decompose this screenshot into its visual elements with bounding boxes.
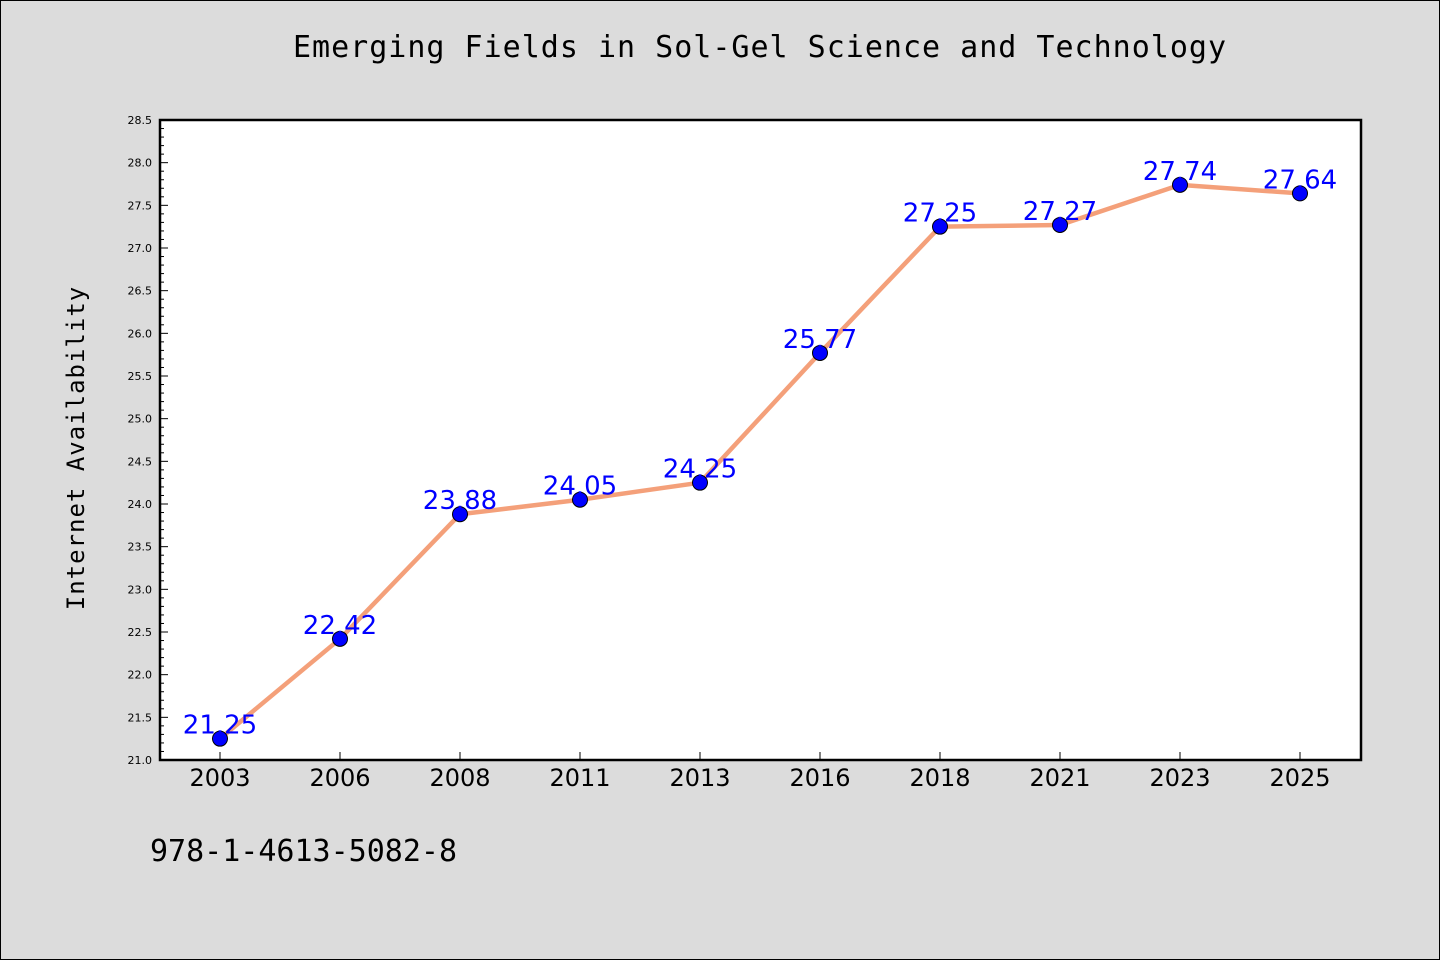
data-label: 24.05 (543, 472, 617, 502)
y-tick-label: 26.0 (128, 327, 153, 340)
x-tick-label: 2025 (1269, 764, 1330, 792)
x-tick-label: 2023 (1149, 764, 1210, 792)
data-point (452, 506, 468, 523)
data-point (1172, 176, 1188, 193)
y-tick-label: 23.0 (128, 583, 153, 596)
plot-border (158, 118, 1363, 762)
y-tick-label: 21.5 (128, 711, 153, 724)
data-label: 21.25 (183, 711, 257, 741)
y-tick-label: 28.5 (128, 114, 153, 127)
data-labels: 21.25 22.42 23.88 24.05 24.25 25.77 27.25 27.27… (183, 157, 1337, 741)
y-tick-label: 21.0 (128, 754, 153, 767)
data-point (212, 730, 228, 747)
plot-area (160, 120, 1361, 760)
series-line (218, 182, 1301, 741)
y-tick-label: 27.0 (128, 242, 153, 255)
y-tick-label: 26.5 (128, 285, 153, 298)
x-tick-label: 2003 (189, 764, 250, 792)
data-markers (212, 176, 1308, 747)
y-tick-label: 25.0 (128, 413, 153, 426)
isbn-text: 978-1-4613-5082-8 (150, 834, 458, 869)
y-tick-label: 28.0 (128, 157, 153, 170)
data-point (932, 218, 948, 235)
x-tick-label: 2018 (909, 764, 970, 792)
x-tick-label: 2011 (549, 764, 610, 792)
data-point (332, 630, 348, 647)
x-axis: 2003 2006 2008 2011 2013 2016 2018 2021 2023 2025 (189, 752, 1331, 792)
data-point (1052, 216, 1068, 233)
y-tick-label: 22.0 (128, 669, 153, 682)
data-point (692, 474, 708, 491)
data-point (1292, 185, 1308, 202)
chart-title: Emerging Fields in Sol-Gel Science and T… (292, 30, 1227, 65)
data-label: 27.74 (1143, 157, 1217, 187)
data-label: 24.25 (663, 455, 737, 485)
data-label: 22.42 (303, 611, 377, 641)
y-tick-label: 27.5 (128, 199, 153, 212)
x-tick-label: 2016 (789, 764, 850, 792)
data-label: 27.64 (1263, 165, 1337, 195)
x-tick-label: 2013 (669, 764, 730, 792)
data-point (572, 491, 588, 508)
y-axis: 21.0 21.5 22.0 22.5 23.0 23.5 24.0 24.5 25.0 25.5… (128, 114, 168, 767)
data-label: 23.88 (423, 486, 497, 516)
y-tick-label: 24.0 (128, 498, 153, 511)
x-tick-label: 2008 (429, 764, 490, 792)
data-label: 27.27 (1023, 197, 1097, 227)
y-tick-label: 23.5 (128, 541, 153, 554)
data-label: 25.77 (783, 325, 857, 355)
y-tick-label: 24.5 (128, 455, 153, 468)
data-point (812, 344, 828, 361)
x-tick-label: 2021 (1029, 764, 1090, 792)
data-label: 27.25 (903, 199, 977, 229)
y-tick-label: 22.5 (128, 626, 153, 639)
y-tick-label: 25.5 (128, 370, 153, 383)
x-tick-label: 2006 (309, 764, 370, 792)
